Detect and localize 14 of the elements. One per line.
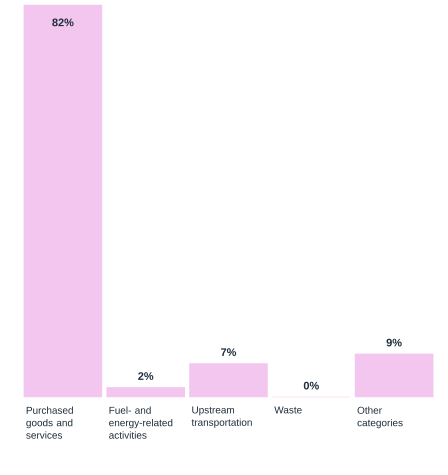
bar: [354, 354, 434, 398]
x-tick-label: Fuel- and energy-related activities: [109, 406, 172, 439]
x-tick-label: Upstream transportation: [192, 406, 252, 428]
data-label: 7%: [221, 348, 236, 356]
bar: [106, 387, 186, 398]
data-label: 82%: [52, 18, 74, 26]
x-tick-label: Purchased goods and services: [26, 406, 73, 439]
bar: [189, 363, 268, 398]
data-label: 9%: [386, 338, 402, 346]
x-tick-label: Waste: [274, 406, 302, 414]
x-tick-label: Other categories: [358, 406, 403, 428]
bar: [24, 4, 102, 398]
data-label: 2%: [138, 372, 154, 380]
data-label: 0%: [304, 382, 319, 390]
